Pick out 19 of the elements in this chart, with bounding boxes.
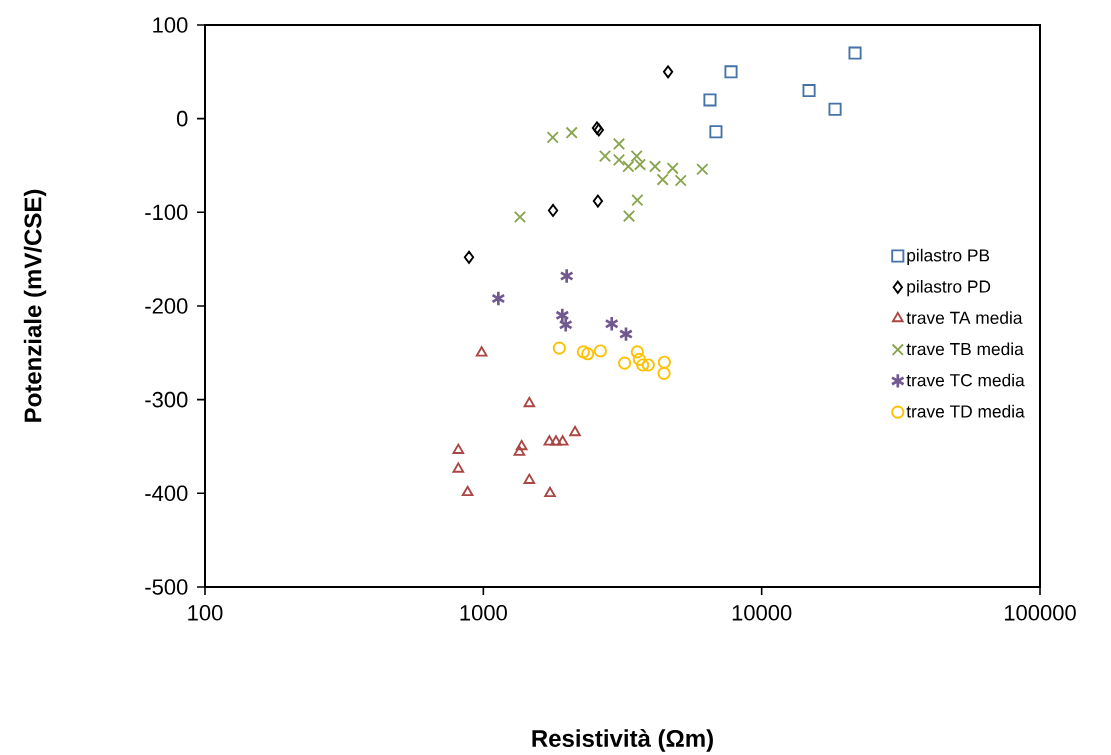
y-tick-label: -100: [145, 204, 188, 221]
x-axis-title: Resistività (Ωm): [532, 729, 713, 752]
y-tick-label: -400: [145, 485, 188, 502]
legend-label: pilastro PD: [907, 279, 991, 297]
legend-label: trave TA media: [906, 311, 1023, 324]
x-tick-label: 100000: [1004, 605, 1076, 621]
legend-label: pilastro PB: [907, 248, 990, 265]
y-axis-title: Potenziale (mV/CSE): [23, 189, 47, 422]
x-tick-label: 1000: [460, 605, 507, 621]
y-tick-label: 0: [176, 110, 188, 127]
legend-label: trave TD media: [906, 404, 1025, 418]
y-tick-label: -200: [145, 298, 188, 314]
y-tick-label: -500: [145, 579, 188, 595]
x-tick-label: 100: [188, 605, 223, 621]
legend-label: trave TB media: [906, 342, 1024, 356]
y-tick-label: 100: [153, 17, 188, 33]
legend-label: trave TC media: [906, 373, 1025, 387]
x-tick-label: 10000: [732, 605, 792, 621]
y-tick-label: -300: [145, 391, 188, 408]
